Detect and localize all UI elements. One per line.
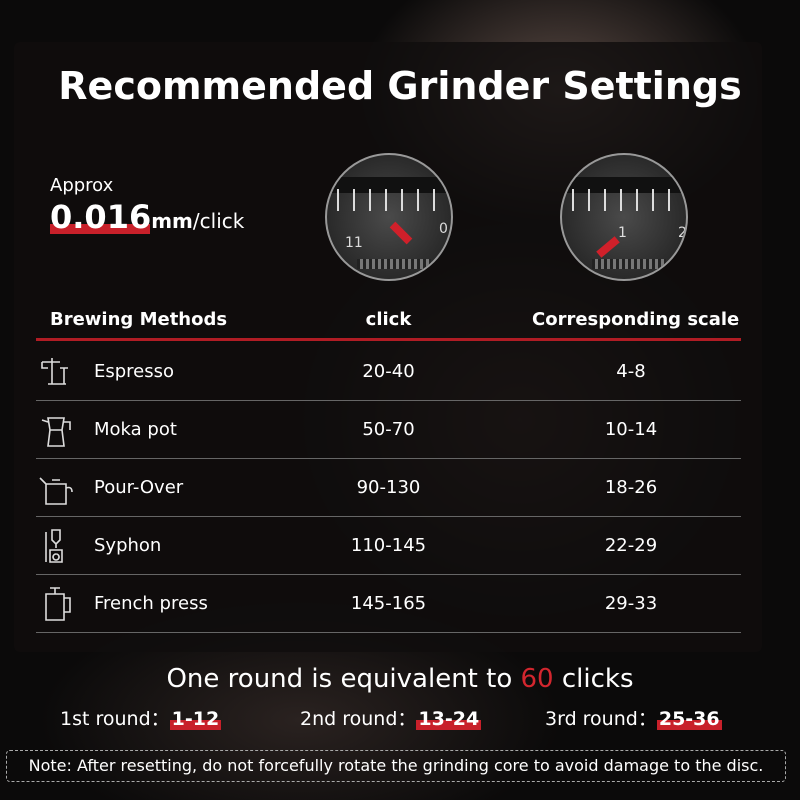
round-info: One round is equivalent to 60 clicks: [0, 664, 800, 694]
table-row: Pour-Over 90-130 18-26: [36, 459, 741, 517]
table-row: French press 145-165 29-33: [36, 575, 741, 633]
precision-number: 0.016: [50, 198, 152, 236]
header-divider: [36, 338, 741, 341]
method-name: Pour-Over: [94, 477, 184, 498]
method-name: French press: [94, 593, 208, 614]
table-row: Moka pot 50-70 10-14: [36, 401, 741, 459]
round-3: 3rd round： 25-36: [545, 704, 722, 731]
approx-label: Approx: [50, 175, 114, 196]
click-range: 110-145: [350, 535, 427, 556]
pour-over-kettle-icon: [39, 477, 73, 505]
click-range: 50-70: [362, 419, 415, 440]
pointer-arrow-icon: [596, 236, 620, 258]
table-row: Espresso 20-40 4-8: [36, 343, 741, 401]
precision-suffix: /click: [192, 209, 245, 233]
note-box: Note: After resetting, do not forcefully…: [6, 750, 786, 782]
round-label: 2nd round：: [300, 708, 417, 730]
settings-panel: [14, 42, 762, 652]
method-name: Moka pot: [94, 419, 177, 440]
dial-number: 11: [345, 235, 363, 251]
scale-range: 18-26: [604, 477, 658, 498]
moka-pot-icon: [41, 417, 71, 447]
round-2: 2nd round： 13-24: [300, 704, 482, 731]
scale-range: 4-8: [616, 361, 646, 382]
round-1: 1st round： 1-12: [60, 704, 222, 731]
round-range: 25-36: [656, 708, 722, 730]
scale-range: 29-33: [604, 593, 658, 614]
header-brewing-methods: Brewing Methods: [50, 309, 228, 330]
scale-range: 22-29: [604, 535, 658, 556]
syphon-icon: [45, 529, 63, 563]
pointer-arrow-icon: [389, 221, 413, 245]
round-range: 1-12: [169, 708, 222, 730]
round-suffix: clicks: [553, 664, 634, 694]
espresso-machine-icon: [41, 358, 68, 385]
dial-closeup-1: 11 0: [325, 153, 453, 281]
header-scale: Corresponding scale: [532, 309, 740, 330]
round-label: 1st round：: [60, 708, 170, 730]
dial-closeup-2: 1 2: [560, 153, 688, 281]
table-row: Syphon 110-145 22-29: [36, 517, 741, 575]
method-name: Syphon: [94, 535, 162, 556]
click-range: 90-130: [356, 477, 421, 498]
precision-value: 0.016mm/click: [50, 198, 244, 236]
dial-number: 0: [439, 221, 448, 237]
clicks-per-round: 60: [520, 664, 554, 694]
round-prefix: One round is equivalent to: [166, 664, 521, 694]
page-title: Recommended Grinder Settings: [58, 64, 742, 108]
french-press-icon: [45, 587, 71, 621]
round-label: 3rd round：: [545, 708, 657, 730]
scale-range: 10-14: [604, 419, 658, 440]
click-range: 20-40: [362, 361, 415, 382]
dial-number: 1: [618, 225, 627, 241]
precision-unit: mm: [151, 209, 193, 233]
click-range: 145-165: [350, 593, 427, 614]
header-click: click: [365, 309, 412, 330]
method-name: Espresso: [94, 361, 175, 382]
dial-number: 2: [678, 225, 687, 241]
round-range: 13-24: [416, 708, 482, 730]
